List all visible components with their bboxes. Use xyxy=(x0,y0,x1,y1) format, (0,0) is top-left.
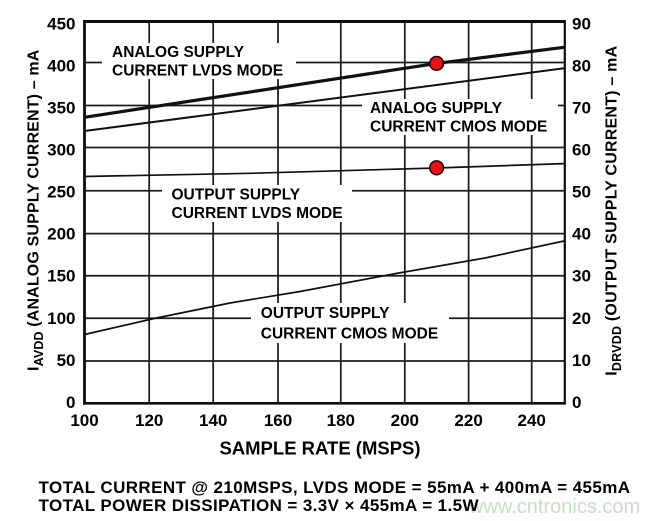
svg-text:CURRENT LVDS MODE: CURRENT LVDS MODE xyxy=(112,62,283,79)
svg-text:140: 140 xyxy=(199,411,227,430)
svg-text:150: 150 xyxy=(47,267,75,286)
svg-text:250: 250 xyxy=(47,183,75,202)
svg-text:TOTAL CURRENT @ 210MSPS, LVDS: TOTAL CURRENT @ 210MSPS, LVDS MODE = 55m… xyxy=(39,478,631,497)
svg-text:80: 80 xyxy=(572,56,591,75)
svg-text:100: 100 xyxy=(47,309,75,328)
svg-text:ANALOG SUPPLY: ANALOG SUPPLY xyxy=(370,100,503,117)
svg-text:200: 200 xyxy=(47,225,75,244)
svg-text:400: 400 xyxy=(47,56,75,75)
svg-text:50: 50 xyxy=(572,183,591,202)
svg-text:OUTPUT SUPPLY: OUTPUT SUPPLY xyxy=(172,186,301,203)
svg-text:70: 70 xyxy=(572,98,591,117)
svg-text:0: 0 xyxy=(66,393,75,412)
svg-text:OUTPUT SUPPLY: OUTPUT SUPPLY xyxy=(261,305,390,322)
svg-text:10: 10 xyxy=(572,351,591,370)
svg-text:CURRENT LVDS MODE: CURRENT LVDS MODE xyxy=(172,205,343,222)
svg-text:50: 50 xyxy=(57,351,76,370)
svg-text:120: 120 xyxy=(135,411,163,430)
svg-text:100: 100 xyxy=(70,411,98,430)
svg-text:300: 300 xyxy=(47,141,75,160)
svg-text:40: 40 xyxy=(572,225,591,244)
svg-text:90: 90 xyxy=(572,14,591,33)
svg-text:240: 240 xyxy=(518,411,546,430)
svg-text:0: 0 xyxy=(572,393,581,412)
svg-text:www.cntronics.com: www.cntronics.com xyxy=(468,496,640,518)
svg-text:TOTAL POWER DISSIPATION = 3.3V: TOTAL POWER DISSIPATION = 3.3V × 455mA =… xyxy=(39,496,480,515)
svg-text:350: 350 xyxy=(47,98,75,117)
svg-text:CURRENT CMOS MODE: CURRENT CMOS MODE xyxy=(261,325,438,342)
svg-text:IDRVDD (OUTPUT SUPPLY CURRENT): IDRVDD (OUTPUT SUPPLY CURRENT) – mA xyxy=(603,45,624,375)
svg-text:220: 220 xyxy=(454,411,482,430)
svg-text:IAVDD (ANALOG SUPPLY CURRENT): IAVDD (ANALOG SUPPLY CURRENT) – mA xyxy=(25,49,46,371)
svg-text:30: 30 xyxy=(572,267,591,286)
svg-text:60: 60 xyxy=(572,141,591,160)
svg-text:160: 160 xyxy=(264,411,292,430)
svg-text:20: 20 xyxy=(572,309,591,328)
svg-text:450: 450 xyxy=(47,14,75,33)
svg-text:180: 180 xyxy=(327,411,355,430)
svg-text:200: 200 xyxy=(391,411,419,430)
svg-text:CURRENT CMOS MODE: CURRENT CMOS MODE xyxy=(370,118,547,135)
svg-text:SAMPLE RATE (MSPS): SAMPLE RATE (MSPS) xyxy=(219,437,420,458)
svg-text:ANALOG SUPPLY: ANALOG SUPPLY xyxy=(112,44,245,61)
